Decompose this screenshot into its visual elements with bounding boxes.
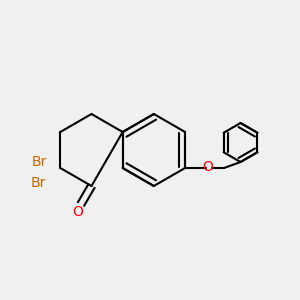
Text: Br: Br: [30, 176, 46, 190]
Text: Br: Br: [32, 155, 47, 169]
Text: O: O: [202, 160, 213, 173]
Text: O: O: [73, 205, 83, 218]
